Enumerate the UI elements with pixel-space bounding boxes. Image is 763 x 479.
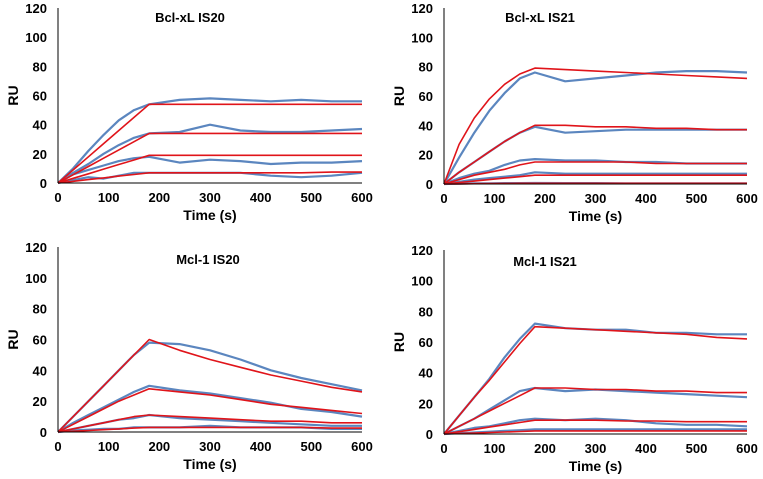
- x-tick-label: 400: [250, 439, 272, 454]
- x-tick-label: 0: [440, 441, 447, 456]
- x-tick-label: 400: [635, 191, 657, 206]
- x-tick-label: 500: [686, 191, 708, 206]
- x-tick-label: 100: [484, 441, 506, 456]
- x-tick-label: 100: [484, 191, 506, 206]
- fit-series-4: [57, 426, 362, 433]
- fit-series-4: [57, 171, 362, 184]
- panel-4: 0 20 40 60 80 100 120 0 100 200 300 400 500 600 Mcl-1 …: [391, 243, 758, 474]
- measured-series-1: [443, 322, 747, 435]
- y-tick-label: 0: [426, 177, 433, 192]
- panel-title: Mcl-1 IS20: [176, 252, 240, 267]
- x-tick-label: 500: [686, 441, 708, 456]
- fit-series-4: [443, 174, 747, 185]
- x-tick-label: 300: [585, 191, 607, 206]
- y-tick-label: 20: [33, 394, 47, 409]
- panel-title: Bcl-xL IS21: [505, 10, 575, 25]
- y-tick-label: 80: [33, 59, 47, 74]
- measured-series-4: [443, 171, 747, 186]
- y-tick-label: 100: [25, 271, 47, 286]
- y-tick-label: 0: [40, 176, 47, 191]
- y-axis-label: RU: [391, 86, 407, 106]
- measured-series-1: [443, 70, 748, 185]
- y-tick-label: 0: [426, 427, 433, 442]
- x-tick-label: 300: [199, 190, 221, 205]
- y-tick-label: 40: [419, 366, 433, 381]
- y-tick-label: 80: [33, 302, 47, 317]
- measured-series-2: [57, 384, 363, 433]
- y-tick-label: 100: [411, 274, 433, 289]
- y-tick-label: 60: [33, 89, 47, 104]
- x-tick-label: 400: [635, 441, 657, 456]
- y-tick-label: 0: [40, 425, 47, 440]
- x-axis-label: Time (s): [183, 207, 236, 223]
- x-tick-label: 200: [534, 191, 556, 206]
- y-tick-label: 120: [25, 240, 47, 255]
- y-tick-label: 40: [33, 363, 47, 378]
- x-tick-label: 0: [54, 439, 61, 454]
- y-tick-label: 20: [33, 147, 47, 162]
- x-tick-label: 400: [250, 190, 272, 205]
- measured-series-1: [57, 97, 362, 184]
- y-axis-label: RU: [5, 329, 21, 349]
- panel-title: Mcl-1 IS21: [513, 254, 577, 269]
- measured-series-3: [57, 155, 363, 184]
- fit-series-1: [443, 67, 748, 185]
- fit-series-3: [57, 414, 362, 433]
- y-tick-label: 40: [419, 118, 433, 133]
- fit-series-3: [443, 161, 747, 185]
- y-tick-label: 80: [419, 304, 433, 319]
- x-axis-label: Time (s): [569, 208, 622, 224]
- fit-series-2: [57, 388, 363, 433]
- x-tick-label: 200: [534, 441, 556, 456]
- x-tick-label: 600: [736, 441, 758, 456]
- fit-series-2: [57, 132, 362, 184]
- fit-series-1: [57, 103, 362, 184]
- y-tick-label: 60: [419, 89, 433, 104]
- x-tick-label: 500: [300, 190, 322, 205]
- fit-series-2: [443, 387, 747, 435]
- fit-series-4: [443, 430, 747, 435]
- y-tick-label: 80: [419, 60, 433, 75]
- y-tick-label: 120: [411, 243, 433, 258]
- x-tick-label: 500: [300, 439, 322, 454]
- x-axis-label: Time (s): [183, 456, 236, 472]
- x-tick-label: 300: [199, 439, 221, 454]
- x-tick-label: 200: [148, 439, 170, 454]
- x-tick-label: 100: [98, 439, 120, 454]
- x-tick-label: 600: [351, 439, 373, 454]
- fit-series-1: [57, 338, 363, 433]
- x-tick-label: 600: [736, 191, 758, 206]
- y-tick-label: 100: [411, 30, 433, 45]
- fit-series-3: [57, 154, 362, 184]
- x-tick-label: 0: [54, 190, 61, 205]
- panel-1: 0 20 40 60 80 100 120 0 100 200 300 400 500 600 Bcl-xL…: [5, 1, 373, 223]
- y-axis-label: RU: [391, 332, 407, 352]
- y-tick-label: 100: [25, 30, 47, 45]
- panel-title: Bcl-xL IS20: [155, 10, 225, 25]
- y-axis-label: RU: [5, 85, 21, 105]
- y-tick-label: 60: [419, 335, 433, 350]
- x-tick-label: 0: [440, 191, 447, 206]
- panel-3: 0 20 40 60 80 100 120 0 100 200 300 400 500 600 Mcl-1 …: [5, 240, 373, 472]
- panel-2: 0 20 40 60 80 100 120 0 100 200 300 400 500 600 Bcl-xL…: [391, 1, 758, 224]
- y-tick-label: 40: [33, 118, 47, 133]
- fit-series-3: [443, 419, 747, 435]
- x-axis-label: Time (s): [569, 458, 622, 474]
- fit-series-2: [443, 124, 747, 185]
- x-tick-label: 100: [98, 190, 120, 205]
- y-tick-label: 120: [25, 1, 47, 16]
- fit-series-1: [443, 325, 748, 435]
- x-tick-label: 200: [148, 190, 170, 205]
- y-tick-label: 20: [419, 148, 433, 163]
- y-tick-label: 20: [419, 396, 433, 411]
- y-tick-label: 60: [33, 333, 47, 348]
- x-tick-label: 300: [585, 441, 607, 456]
- x-tick-label: 600: [351, 190, 373, 205]
- y-tick-label: 120: [411, 1, 433, 16]
